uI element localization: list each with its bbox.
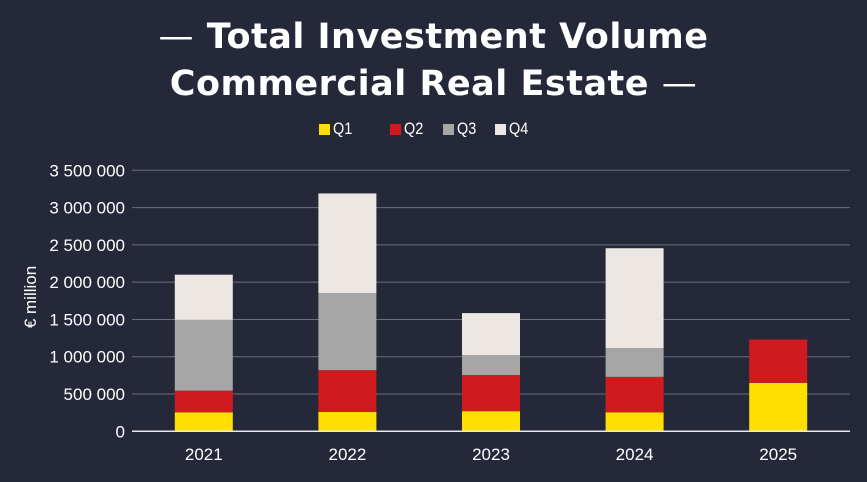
bar-2024-q1 <box>605 412 664 432</box>
legend: Q1 Q2 Q3 Q4 <box>0 119 867 139</box>
bar-2022-q2 <box>318 370 377 412</box>
y-tick-label: 0 <box>116 422 125 441</box>
legend-item-q3: Q3 <box>442 119 480 139</box>
legend-swatch-q2 <box>389 123 401 135</box>
bar-2024-q3 <box>605 348 664 377</box>
legend-swatch-q3 <box>442 123 454 135</box>
title-line-1-text: Total Investment Volume <box>206 17 709 57</box>
bar-2021-q3 <box>174 319 233 391</box>
chart-title: — Total Investment Volume Commercial Rea… <box>0 14 867 108</box>
y-tick-label: 1 500 000 <box>49 310 125 329</box>
bar-2025-q2 <box>749 339 808 383</box>
y-tick-label: 3 000 000 <box>49 199 125 218</box>
title-dash-right: — <box>661 64 698 104</box>
bar-2021-q1 <box>174 412 233 432</box>
bar-2024-q4 <box>605 248 664 349</box>
title-line-2-text: Commercial Real Estate <box>169 64 650 104</box>
bar-2022-q3 <box>318 292 377 371</box>
title-line-2: Commercial Real Estate — <box>0 61 867 108</box>
legend-item-q4: Q4 <box>495 119 532 139</box>
bars <box>174 193 808 432</box>
y-axis-ticks: 0 500 000 1 000 000 1 500 000 2 000 000 2 500… <box>49 161 125 441</box>
bar-2022-q4 <box>318 193 377 293</box>
legend-item-q2: Q2 <box>389 119 427 139</box>
x-tick-label-2025: 2025 <box>759 445 797 464</box>
bar-2021-q4 <box>174 274 233 320</box>
bar-2023-q2 <box>462 374 520 412</box>
y-axis-label: € million <box>21 266 40 328</box>
legend-label-q1: Q1 <box>333 119 353 138</box>
x-tick-label-2023: 2023 <box>472 445 510 464</box>
bar-2021-q2 <box>174 390 233 413</box>
bar-2022-q1 <box>318 411 377 432</box>
y-tick-label: 2 000 000 <box>49 273 125 292</box>
bar-2023-q4 <box>462 313 520 356</box>
legend-label-q2: Q2 <box>403 119 424 138</box>
bar-2024-q2 <box>605 376 664 413</box>
bar-2025-q1 <box>749 382 808 432</box>
bar-2023-q1 <box>462 411 520 432</box>
title-dash-left: — <box>158 17 195 57</box>
bar-2023-q3 <box>462 355 520 375</box>
title-line-1: — Total Investment Volume <box>0 14 867 61</box>
x-tick-label-2022: 2022 <box>328 445 366 464</box>
y-tick-label: 2 500 000 <box>49 236 125 255</box>
legend-label-q4: Q4 <box>509 119 529 138</box>
x-axis-ticks: 2021 2022 2023 2024 2025 <box>185 445 797 464</box>
x-tick-label-2024: 2024 <box>616 445 654 464</box>
y-tick-label: 1 000 000 <box>49 348 125 367</box>
legend-item-q1: Q1 <box>319 119 356 139</box>
legend-label-q3: Q3 <box>456 119 476 138</box>
legend-swatch-q4 <box>495 123 507 135</box>
y-tick-label: 500 000 <box>64 385 125 404</box>
y-tick-label: 3 500 000 <box>49 161 125 180</box>
x-tick-label-2021: 2021 <box>185 445 223 464</box>
legend-swatch-q1 <box>319 123 331 135</box>
